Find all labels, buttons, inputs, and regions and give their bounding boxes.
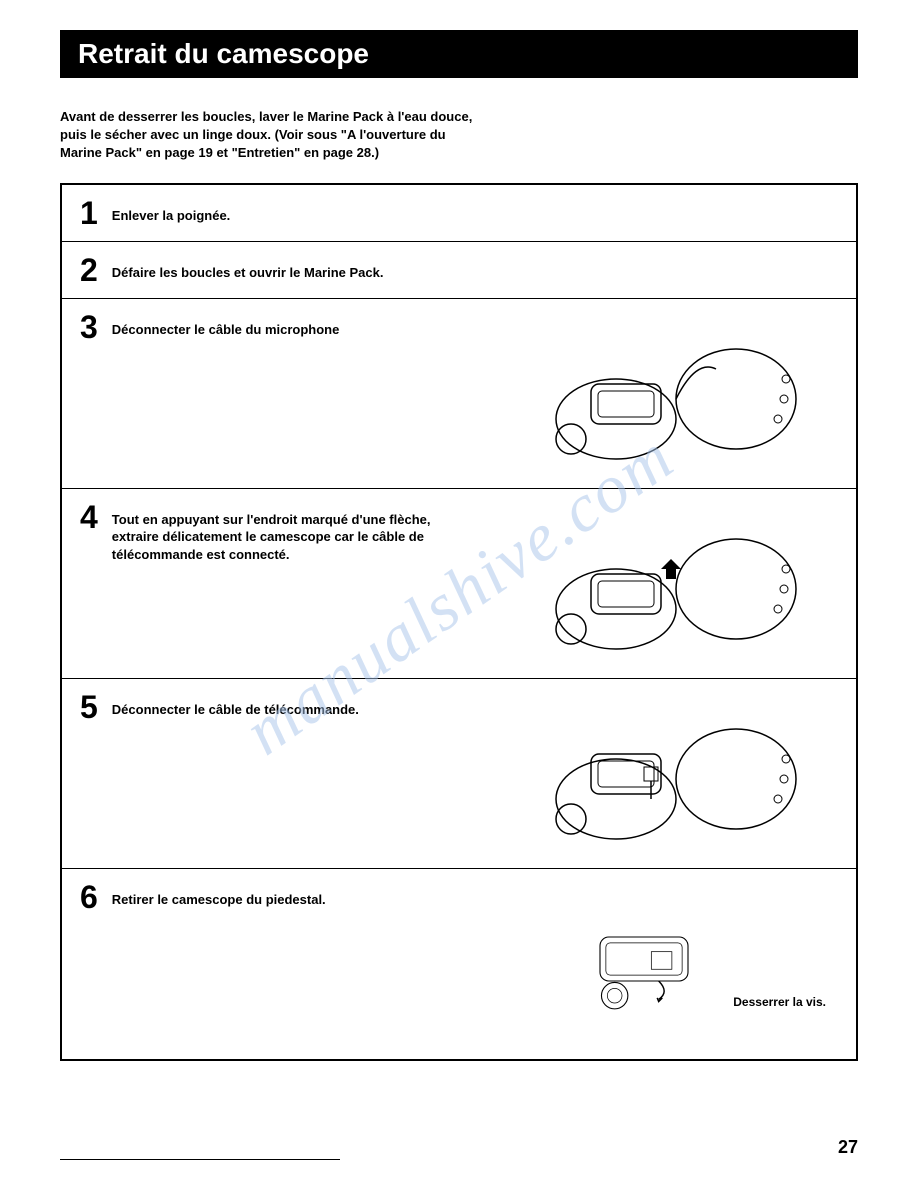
step-text: Enlever la poignée.: [112, 197, 231, 225]
steps-container: 1 Enlever la poignée. 2 Défaire les bouc…: [60, 183, 858, 1061]
marine-pack-illustration: [536, 689, 836, 849]
step-text: Retirer le camescope du piedestal.: [112, 881, 326, 909]
step-number: 1: [80, 197, 98, 229]
step-text: Déconnecter le câble du microphone: [112, 311, 340, 339]
step-number: 5: [80, 691, 98, 723]
page-title-bar: Retrait du camescope: [60, 30, 858, 78]
step-number: 3: [80, 311, 98, 343]
step-text: Tout en appuyant sur l'endroit marqué d'…: [112, 501, 472, 564]
step-4: 4 Tout en appuyant sur l'endroit marqué …: [62, 489, 856, 679]
page-title: Retrait du camescope: [78, 38, 369, 69]
camescope-pedestal-illustration: [556, 879, 776, 1039]
page-number: 27: [838, 1137, 858, 1158]
step-5: 5 Déconnecter le câble de télécommande.: [62, 679, 856, 869]
step-text: Déconnecter le câble de télécommande.: [112, 691, 359, 719]
step-text: Défaire les boucles et ouvrir le Marine …: [112, 254, 384, 282]
intro-paragraph: Avant de desserrer les boucles, laver le…: [60, 108, 480, 163]
marine-pack-illustration: [536, 309, 836, 469]
step-number: 2: [80, 254, 98, 286]
step-2: 2 Défaire les boucles et ouvrir le Marin…: [62, 242, 856, 299]
step-number: 4: [80, 501, 98, 533]
marine-pack-illustration: [536, 499, 836, 659]
step-3: 3 Déconnecter le câble du microphone: [62, 299, 856, 489]
step-number: 6: [80, 881, 98, 913]
step-6: 6 Retirer le camescope du piedestal. Des…: [62, 869, 856, 1059]
step-1: 1 Enlever la poignée.: [62, 185, 856, 242]
illustration-label: Desserrer la vis.: [733, 995, 826, 1009]
footer-line: [60, 1159, 340, 1160]
